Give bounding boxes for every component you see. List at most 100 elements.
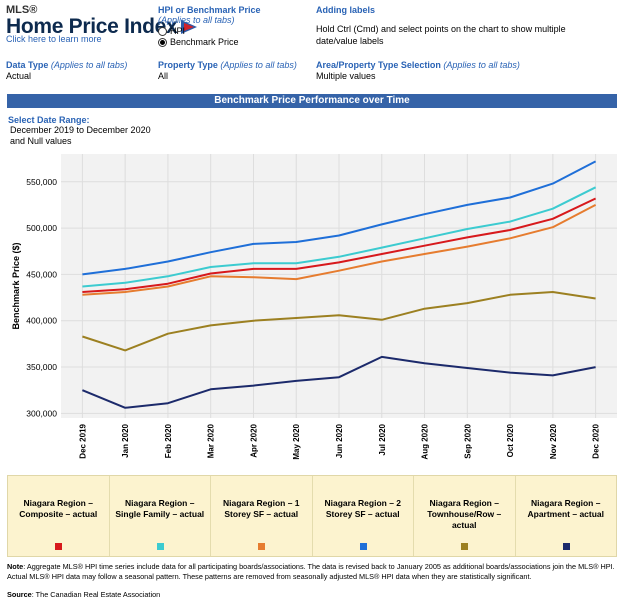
data-point[interactable] bbox=[294, 266, 299, 271]
data-point[interactable] bbox=[337, 260, 342, 265]
data-point[interactable] bbox=[337, 313, 342, 318]
data-point[interactable] bbox=[123, 348, 128, 353]
date-range-value-1[interactable]: December 2019 to December 2020 bbox=[10, 125, 151, 135]
date-range-value-2[interactable]: and Null values bbox=[10, 136, 72, 146]
data-point[interactable] bbox=[208, 387, 213, 392]
data-point[interactable] bbox=[550, 225, 555, 230]
data-point[interactable] bbox=[379, 317, 384, 322]
data-point[interactable] bbox=[251, 266, 256, 271]
data-point[interactable] bbox=[251, 275, 256, 280]
legend-swatch[interactable] bbox=[562, 543, 570, 550]
data-point[interactable] bbox=[208, 265, 213, 270]
data-point[interactable] bbox=[593, 159, 598, 164]
data-point[interactable] bbox=[165, 259, 170, 264]
series-line[interactable] bbox=[82, 160, 597, 276]
data-point[interactable] bbox=[508, 292, 513, 297]
property-type-value[interactable]: All bbox=[158, 71, 169, 81]
data-point[interactable] bbox=[422, 252, 427, 257]
benchmark-price-chart[interactable]: 300,000 350,000 400,000 450,000 500,000 550,0… bbox=[7, 146, 617, 468]
data-point[interactable] bbox=[80, 292, 85, 297]
data-point[interactable] bbox=[251, 241, 256, 246]
data-point[interactable] bbox=[80, 334, 85, 339]
data-point[interactable] bbox=[379, 245, 384, 250]
chart-svg[interactable]: 300,000 350,000 400,000 450,000 500,000 550,0… bbox=[7, 146, 617, 468]
learn-more-link[interactable]: Click here to learn more bbox=[6, 34, 102, 44]
data-point[interactable] bbox=[165, 274, 170, 279]
data-point[interactable] bbox=[550, 216, 555, 221]
legend-item[interactable]: Niagara Region – Townhouse/Row – actual bbox=[414, 476, 516, 556]
data-point[interactable] bbox=[80, 284, 85, 289]
data-point[interactable] bbox=[465, 301, 470, 306]
data-point[interactable] bbox=[422, 306, 427, 311]
radio-benchmark-price[interactable]: Benchmark Price bbox=[158, 37, 261, 47]
data-point[interactable] bbox=[251, 383, 256, 388]
data-point[interactable] bbox=[337, 268, 342, 273]
series-line[interactable] bbox=[82, 355, 596, 409]
data-point[interactable] bbox=[251, 318, 256, 323]
data-point[interactable] bbox=[465, 235, 470, 240]
data-point[interactable] bbox=[379, 222, 384, 227]
data-point[interactable] bbox=[593, 196, 598, 201]
data-point[interactable] bbox=[123, 290, 128, 295]
data-point[interactable] bbox=[508, 370, 513, 375]
area-selection-value[interactable]: Multiple values bbox=[316, 71, 376, 81]
data-point[interactable] bbox=[550, 206, 555, 211]
data-point[interactable] bbox=[593, 185, 598, 190]
data-point[interactable] bbox=[508, 219, 513, 224]
area-selection-selector[interactable]: Area/Property Type Selection (Applies to… bbox=[316, 60, 520, 81]
legend-swatch[interactable] bbox=[55, 543, 63, 550]
data-point[interactable] bbox=[251, 261, 256, 266]
data-point[interactable] bbox=[550, 373, 555, 378]
data-point[interactable] bbox=[379, 354, 384, 359]
data-point[interactable] bbox=[465, 202, 470, 207]
data-point[interactable] bbox=[123, 266, 128, 271]
series-line[interactable] bbox=[82, 186, 597, 288]
date-range-selector[interactable]: Select Date Range: December 2019 to Dece… bbox=[8, 115, 151, 147]
data-point[interactable] bbox=[422, 236, 427, 241]
data-point[interactable] bbox=[550, 290, 555, 295]
data-point[interactable] bbox=[337, 254, 342, 259]
legend-swatch[interactable] bbox=[258, 543, 266, 550]
legend-item[interactable]: Niagara Region – Single Family – actual bbox=[110, 476, 211, 556]
data-point[interactable] bbox=[593, 296, 598, 301]
data-point[interactable] bbox=[465, 365, 470, 370]
data-point[interactable] bbox=[379, 259, 384, 264]
data-point[interactable] bbox=[80, 388, 85, 393]
legend-item[interactable]: Niagara Region – 2 Storey SF – actual bbox=[313, 476, 414, 556]
data-point[interactable] bbox=[208, 274, 213, 279]
legend-swatch[interactable] bbox=[156, 543, 164, 550]
data-point[interactable] bbox=[294, 315, 299, 320]
property-type-selector[interactable]: Property Type (Applies to all tabs) All bbox=[158, 60, 297, 81]
legend-item[interactable]: Niagara Region – 1 Storey SF – actual bbox=[211, 476, 313, 556]
data-point[interactable] bbox=[123, 405, 128, 410]
data-point[interactable] bbox=[508, 227, 513, 232]
data-point[interactable] bbox=[337, 233, 342, 238]
data-point[interactable] bbox=[593, 365, 598, 370]
data-point[interactable] bbox=[422, 243, 427, 248]
data-point[interactable] bbox=[465, 244, 470, 249]
legend-swatch[interactable] bbox=[461, 543, 469, 550]
radio-hpi-icon[interactable] bbox=[158, 26, 167, 36]
legend-item[interactable]: Niagara Region – Apartment – actual bbox=[516, 476, 617, 556]
legend-swatch[interactable] bbox=[359, 543, 367, 550]
radio-benchmark-icon[interactable] bbox=[158, 37, 167, 47]
data-point[interactable] bbox=[508, 236, 513, 241]
data-point[interactable] bbox=[379, 252, 384, 257]
legend-item[interactable]: Niagara Region – Composite – actual bbox=[8, 476, 110, 556]
radio-hpi[interactable]: HPI bbox=[158, 26, 261, 36]
data-point[interactable] bbox=[294, 240, 299, 245]
series-line[interactable] bbox=[82, 204, 597, 296]
data-point[interactable] bbox=[508, 195, 513, 200]
data-point[interactable] bbox=[550, 181, 555, 186]
series-line[interactable] bbox=[82, 197, 597, 293]
data-point[interactable] bbox=[208, 250, 213, 255]
data-point[interactable] bbox=[593, 202, 598, 207]
data-point[interactable] bbox=[422, 361, 427, 366]
data-point[interactable] bbox=[165, 284, 170, 289]
data-type-selector[interactable]: Data Type (Applies to all tabs) Actual bbox=[6, 60, 127, 81]
data-point[interactable] bbox=[165, 331, 170, 336]
data-point[interactable] bbox=[294, 378, 299, 383]
data-point[interactable] bbox=[294, 261, 299, 266]
series-line[interactable] bbox=[82, 291, 596, 352]
data-type-value[interactable]: Actual bbox=[6, 71, 32, 81]
